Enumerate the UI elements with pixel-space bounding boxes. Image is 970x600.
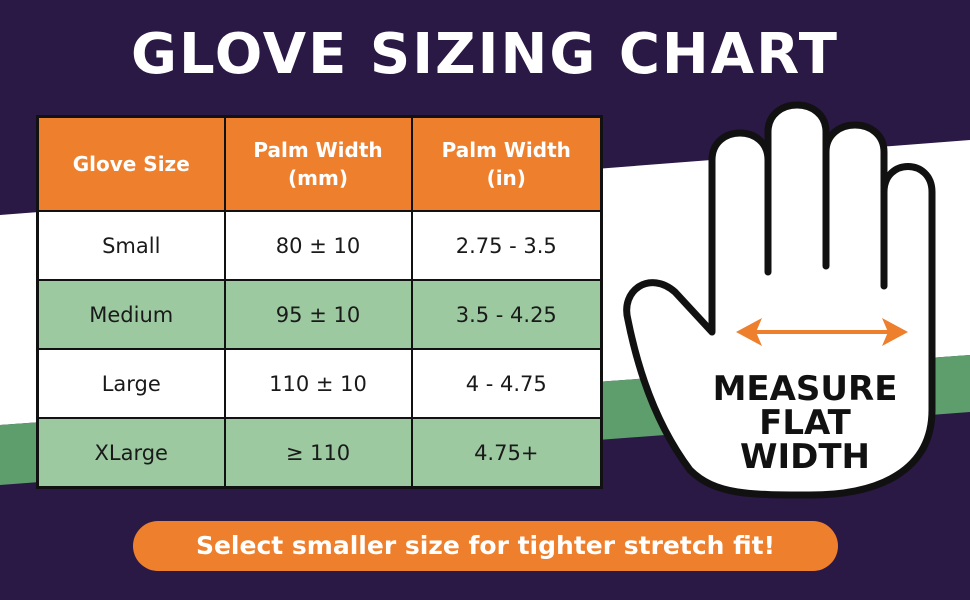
table-row: Medium 95 ± 10 3.5 - 4.25 <box>36 279 603 350</box>
table-cell: 110 ± 10 <box>223 348 413 419</box>
hand-outline <box>623 101 936 499</box>
hand-label: FLAT <box>759 403 852 443</box>
table-cell: 4.75+ <box>410 417 603 489</box>
title: GLOVE SIZING CHART <box>131 22 839 87</box>
table-body: Small 80 ± 10 2.75 - 3.5 Medium 95 ± 10 3.5 -… <box>36 210 603 489</box>
table-row: Large 110 ± 10 4 - 4.75 <box>36 348 603 419</box>
arrow-head <box>736 318 762 346</box>
size-table: Glove Size Palm Width (mm) Palm Width (in)… <box>36 115 603 489</box>
table-cell: 3.5 - 4.25 <box>410 279 603 350</box>
header-row: Glove Size Palm Width (mm) Palm Width (in) <box>36 115 603 212</box>
table-cell: XLarge <box>36 417 226 489</box>
footer-banner: Select smaller size for tighter stretch … <box>133 521 838 571</box>
header-cell: Palm Width (in) <box>410 115 603 212</box>
table-row: Small 80 ± 10 2.75 - 3.5 <box>36 210 603 281</box>
hand-label: WIDTH <box>740 437 870 477</box>
table-cell: ≥ 110 <box>223 417 413 489</box>
table-cell: 80 ± 10 <box>223 210 413 281</box>
arrow-head <box>882 318 908 346</box>
table-cell: Large <box>36 348 226 419</box>
table-cell: 4 - 4.75 <box>410 348 603 419</box>
table-cell: 2.75 - 3.5 <box>410 210 603 281</box>
hand-label: MEASURE <box>713 369 898 409</box>
table-cell: Small <box>36 210 226 281</box>
header-cell: Palm Width (mm) <box>223 115 413 212</box>
hand-illustration: MEASURE FLAT WIDTH <box>623 101 936 499</box>
table-cell: Medium <box>36 279 226 350</box>
table-row: XLarge ≥ 110 4.75+ <box>36 417 603 489</box>
header-cell: Glove Size <box>36 115 226 212</box>
table-cell: 95 ± 10 <box>223 279 413 350</box>
